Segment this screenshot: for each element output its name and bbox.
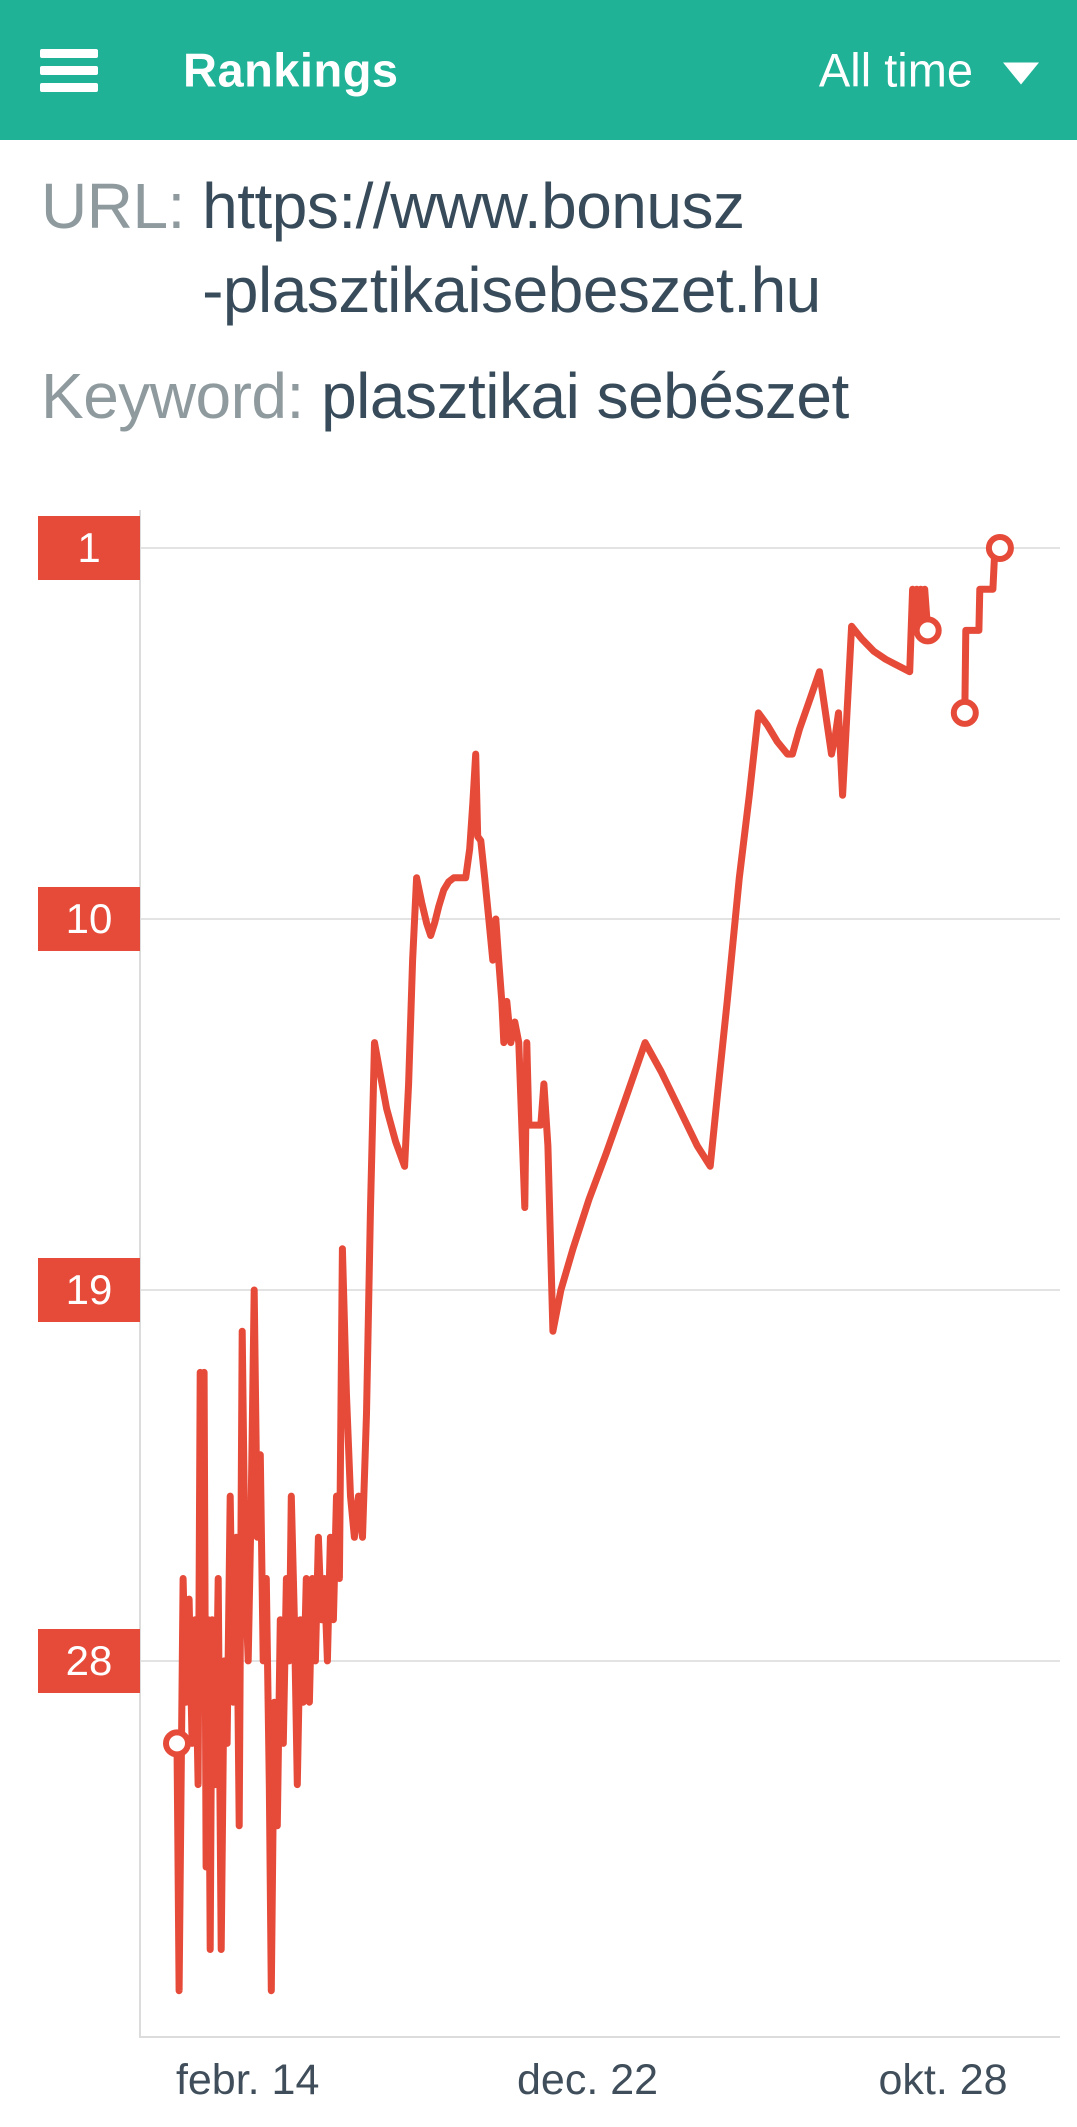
chart-x-axis-line [139,2036,1060,2038]
app-header: Rankings All time [0,0,1077,140]
page-title: Rankings [183,43,399,97]
hamburger-menu-icon[interactable] [40,49,98,100]
data-point-marker[interactable] [163,1729,191,1758]
gridline-rank-1 [141,547,1060,549]
rank-tick-10: 10 [38,886,140,951]
caret-down-icon [1003,62,1039,84]
chart-y-axis-line [139,510,141,2038]
date-tick-label: okt. 28 [878,2056,1008,2104]
url-value-line2: -plasztikaisebeszet.hu [202,254,821,326]
rank-history-chart[interactable] [139,510,1060,2038]
gridline-rank-28 [141,1659,1060,1662]
url-value: https://www.bonusz -plasztikaisebeszet.h… [202,164,821,332]
date-tick-label: febr. 14 [175,2056,320,2104]
data-point-marker[interactable] [950,698,979,727]
hamburger-bar [40,49,98,58]
rank-tick-28: 28 [38,1628,140,1693]
hamburger-bar [40,83,98,92]
keyword-row: Keyword: plasztikai sebészet [41,354,1041,438]
url-label: URL: [41,170,203,242]
url-value-line1: https://www.bonusz [202,170,745,242]
rank-line-segment-1 [173,585,932,1995]
data-point-marker[interactable] [985,534,1014,562]
rank-tick-19: 19 [38,1257,140,1322]
gridline-rank-10 [141,917,1060,920]
data-point-marker[interactable] [913,616,942,645]
rank-tick-1: 1 [38,516,140,580]
gridline-rank-19 [141,1288,1060,1291]
tracking-info: URL: https://www.bonusz -plasztikaisebes… [41,164,1041,438]
time-range-label: All time [818,43,973,97]
date-tick-label: dec. 22 [516,2056,659,2104]
keyword-value: plasztikai sebészet [321,360,849,432]
rank-line-segment-2 [961,544,1004,717]
hamburger-bar [40,66,98,75]
url-row: URL: https://www.bonusz -plasztikaisebes… [41,164,1041,332]
time-range-selector[interactable]: All time [819,43,1039,98]
keyword-label: Keyword: [41,360,322,432]
